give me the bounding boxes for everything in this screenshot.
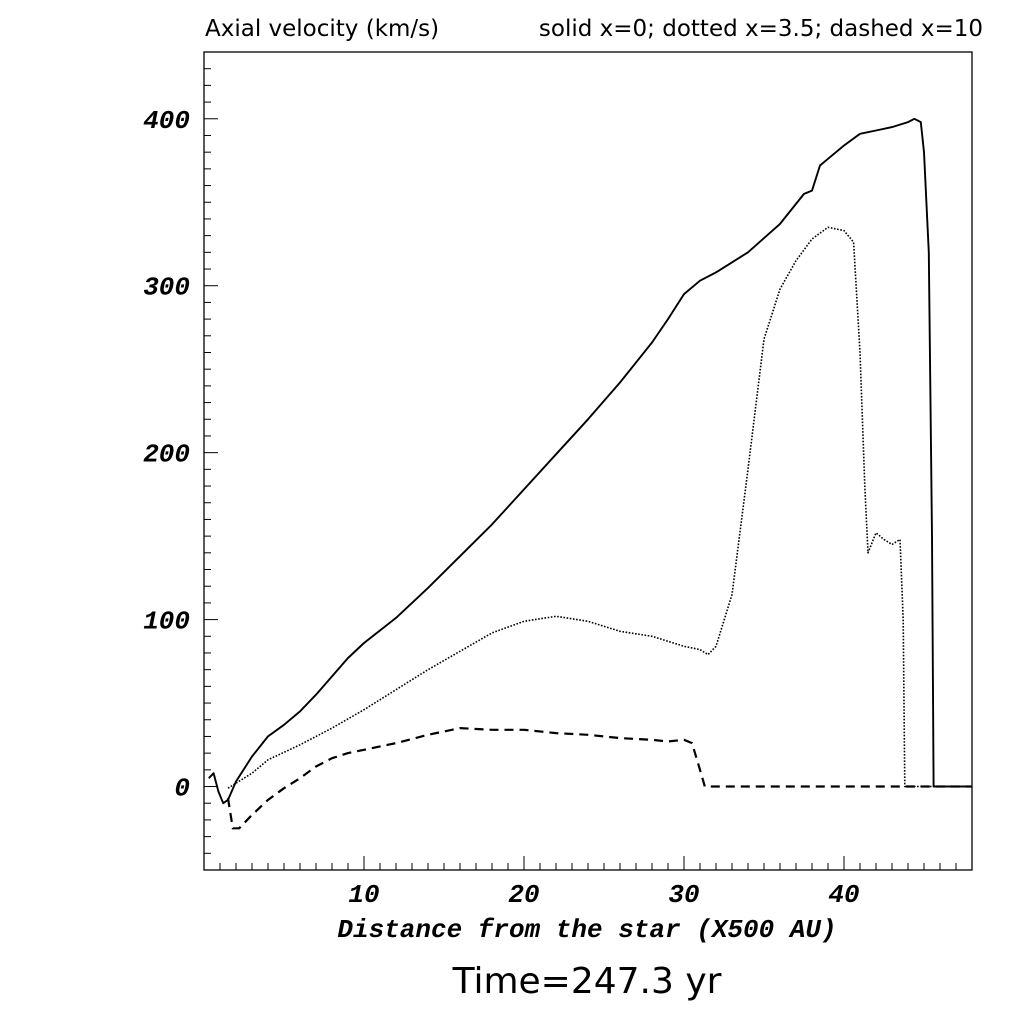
series-line-dashed [226,727,972,830]
x-tick-label: 30 [668,880,699,910]
x-tick-label: 20 [508,880,539,910]
y-tick-label: 400 [143,106,190,136]
y-tick-label: 200 [143,440,190,470]
y-tick-label: 0 [174,774,190,804]
x-tick-label: 10 [348,880,379,910]
x-axis-title: Distance from the star (X500 AU) [337,915,836,945]
y-tick-label: 300 [143,273,190,303]
time-caption: Time=247.3 yr [452,961,722,1002]
series-line-dotted [227,226,972,789]
y-tick-label: 100 [143,607,190,637]
chart-title: Axial velocity (km/s) [205,16,439,42]
legend-text: solid x=0; dotted x=3.5; dashed x=10 [539,16,983,42]
x-tick-label: 40 [828,880,859,910]
series-line-solid [208,117,972,805]
